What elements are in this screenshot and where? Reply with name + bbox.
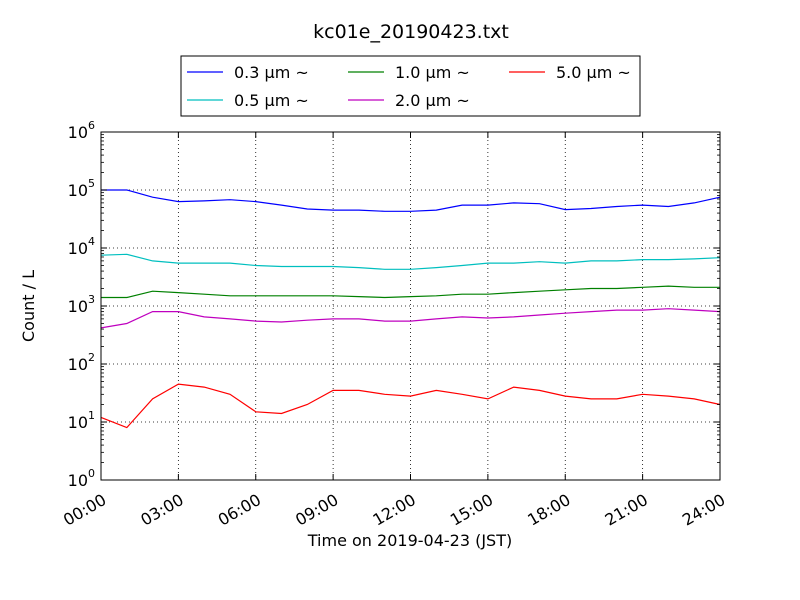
legend: 0.3 μm ~ 0.5 μm ~ 1.0 μm ~ 2.0 μm ~ 5.0 μm ~ — [180, 55, 641, 117]
y-tick-label: 102 — [68, 351, 95, 374]
y-tick-label: 105 — [68, 177, 95, 200]
legend-box — [180, 55, 641, 117]
y-tick-label: 100 — [68, 467, 95, 490]
data-series-lines — [100, 189, 721, 429]
y-tick-labels: 100 101 102 103 104 105 106 — [68, 119, 95, 490]
y-axis-label: Count / L — [19, 270, 38, 342]
legend-label: 1.0 μm ~ — [395, 63, 470, 82]
legend-label: 5.0 μm ~ — [556, 63, 631, 82]
y-tick-label: 103 — [68, 293, 95, 316]
x-axis-label: Time on 2019-04-23 (JST) — [307, 531, 512, 550]
legend-label: 0.3 μm ~ — [234, 63, 309, 82]
series-line — [100, 383, 721, 429]
series-line — [101, 189, 721, 212]
y-tick-label: 101 — [68, 409, 95, 432]
y-tick-label: 106 — [68, 119, 95, 142]
y-tick-label: 104 — [68, 235, 95, 258]
axis-ticks — [100, 131, 721, 481]
legend-label: 0.5 μm ~ — [234, 91, 309, 110]
series-line — [101, 285, 720, 299]
chart-title: kc01e_20190423.txt — [313, 21, 509, 43]
series-line — [100, 308, 721, 329]
series-line — [100, 253, 721, 270]
legend-label: 2.0 μm ~ — [395, 91, 470, 110]
